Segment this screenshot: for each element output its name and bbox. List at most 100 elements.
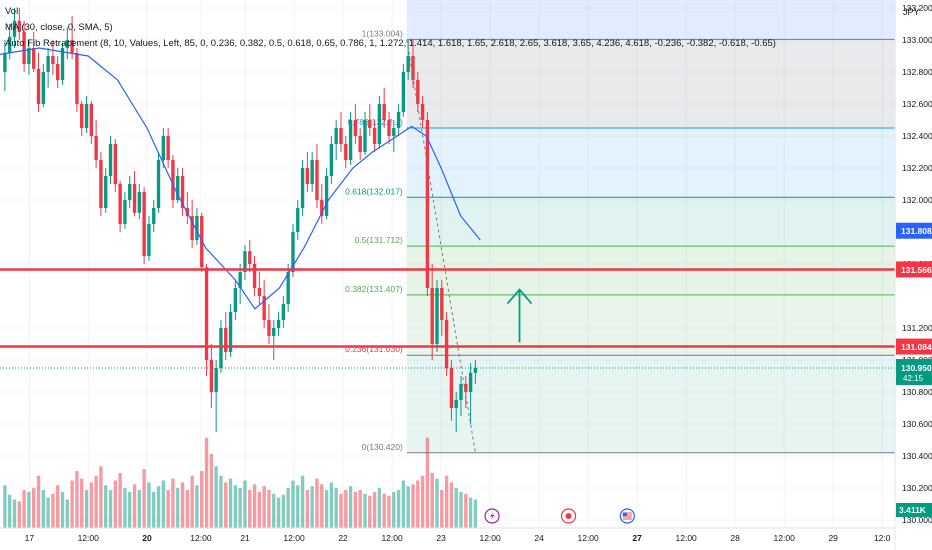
candle-body <box>334 128 338 144</box>
volume-bar <box>435 478 439 528</box>
arrow-drawing[interactable] <box>506 288 533 343</box>
volume-bar <box>190 475 194 528</box>
candle-body <box>219 328 223 368</box>
time-tick: 23 <box>436 533 446 543</box>
volume-bar <box>272 493 276 528</box>
volume-bar <box>396 490 401 528</box>
fib-zone <box>406 355 895 453</box>
flag-canton <box>622 512 627 516</box>
candle-body <box>104 176 108 208</box>
time-tick: 12:00 <box>78 533 100 543</box>
candle-body <box>353 120 358 136</box>
volume-bar <box>320 484 324 528</box>
volume-bar <box>444 475 449 528</box>
candle-body <box>468 372 473 392</box>
price-tick: 130.800 <box>902 387 932 397</box>
volume-bar <box>353 491 358 528</box>
fib-zone <box>406 0 895 40</box>
candle-body <box>416 80 420 104</box>
lightning-event-icon[interactable] <box>484 508 500 524</box>
candle-body <box>243 251 247 272</box>
candle-body <box>89 104 94 136</box>
time-tick: 12:00 <box>479 533 501 543</box>
time-tick: 28 <box>730 533 740 543</box>
time-tick: 27 <box>632 533 642 543</box>
us-flag-event-icon[interactable] <box>619 508 635 524</box>
volume-bar <box>425 437 430 528</box>
volume-bar <box>94 475 98 528</box>
volume-marker-bg <box>896 503 932 517</box>
candle-body <box>324 176 329 216</box>
volume-bar <box>420 475 425 528</box>
price-axis[interactable]: JPY 133.200 133.000 132.800 132.600 132.400 1… <box>894 0 932 550</box>
volume-bar <box>358 490 362 528</box>
volume-bar <box>440 490 444 528</box>
time-tick: 12:00 <box>577 533 599 543</box>
volume-indicator-label[interactable]: Vol <box>5 6 19 17</box>
candle-body <box>339 128 343 144</box>
record-event-icon[interactable] <box>560 508 577 524</box>
volume-bar <box>315 478 319 528</box>
volume-bar <box>8 494 12 528</box>
price-marker-bg <box>896 222 932 239</box>
volume-bar <box>473 499 478 528</box>
candle-body <box>473 368 478 373</box>
volume-bar <box>300 475 305 528</box>
price-tick: 132.600 <box>902 99 932 109</box>
candle-body <box>166 136 170 160</box>
volume-bar <box>60 491 65 528</box>
flag-bg <box>622 512 632 520</box>
time-tick: 12:00 <box>774 533 796 543</box>
horizontal-lines[interactable] <box>0 268 895 369</box>
candle-body <box>286 272 290 304</box>
volume-bar <box>166 490 170 528</box>
candle-body <box>257 288 262 296</box>
fib-indicator-label[interactable]: Auto Fib Retracement (8, 10, Values, Lef… <box>5 38 776 49</box>
candle-body <box>118 184 122 224</box>
volume-bar <box>281 494 286 528</box>
volume-bar <box>56 485 60 528</box>
volume-bar <box>262 486 266 528</box>
time-tick: 12:00 <box>190 533 212 543</box>
volume-bar <box>464 493 468 528</box>
candle-body <box>70 40 74 53</box>
volume-bar <box>406 486 410 528</box>
lightning-glyph <box>490 511 495 521</box>
last-price-bg <box>896 359 932 385</box>
candle-body <box>32 48 36 69</box>
fib-level-label: 0(130.420) <box>362 442 403 452</box>
fib-zone <box>406 294 895 356</box>
volume-bar <box>200 471 204 528</box>
volume-bar <box>89 482 94 528</box>
candle-body <box>372 128 377 144</box>
volume-bar <box>339 493 343 528</box>
record-glyph <box>565 513 572 519</box>
candle-body <box>248 251 252 264</box>
fib-trend-line <box>406 39 476 453</box>
moving-average <box>0 39 481 453</box>
candle-body <box>8 36 12 53</box>
volume-bar <box>363 493 367 528</box>
volume-bar <box>12 499 17 528</box>
candle-body <box>300 168 305 208</box>
economic-events[interactable] <box>484 508 635 524</box>
candle-body <box>310 160 314 184</box>
time-axis[interactable]: 17 12:00 20 12:00 21 12:00 22 12:00 23 12:00 24 12:… <box>0 527 895 543</box>
volume-bar <box>147 482 151 528</box>
volume-bar <box>171 478 175 528</box>
price-tick: 133.200 <box>902 3 932 13</box>
candle-body <box>272 328 276 336</box>
candle-body <box>132 184 137 213</box>
candle-body <box>224 328 228 352</box>
candle-body <box>60 48 65 80</box>
volume-bar <box>286 488 290 528</box>
candle-body <box>454 400 458 408</box>
ma-indicator-label[interactable]: MA (30, close, 0, SMA, 5) <box>5 22 113 33</box>
volume-bar <box>324 490 329 528</box>
candle-body <box>214 368 218 392</box>
volume-bar <box>142 469 146 528</box>
volume-bar <box>152 491 156 528</box>
candle-body <box>75 52 79 104</box>
candle-body <box>430 288 434 344</box>
